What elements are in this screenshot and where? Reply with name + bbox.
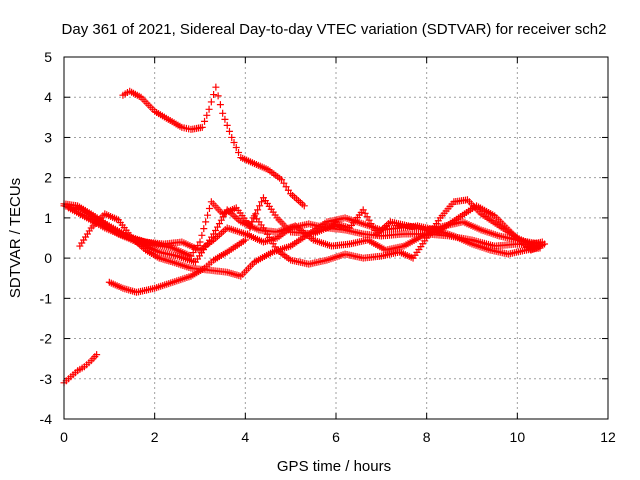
data-point [223,121,231,129]
data-point [241,236,249,244]
data-point [221,115,229,123]
data-point [204,211,212,219]
data-point [207,98,215,106]
x-tick-label: 10 [510,429,526,445]
data-point [203,111,211,119]
data-point [214,92,222,100]
y-tick-label: -2 [40,331,53,347]
series-markers [60,83,549,387]
series-track-7 [65,202,549,266]
x-tick-label: 4 [241,429,249,445]
data-point [284,186,292,194]
data-point [200,225,208,233]
y-tick-label: 3 [44,129,52,145]
data-point [244,230,252,238]
data-point [258,198,266,206]
x-tick-labels: 0 2 4 6 8 10 12 [60,429,616,445]
data-point [228,133,236,141]
x-tick-label: 6 [332,429,340,445]
y-tick-label: 4 [44,89,52,105]
y-tick-label: -1 [40,290,53,306]
data-point [194,242,202,250]
data-point [225,127,233,135]
x-tick-label: 0 [60,429,68,445]
data-point [541,240,549,248]
data-point [212,83,220,91]
grid [63,56,609,420]
data-point [216,101,224,109]
data-point [205,205,213,213]
data-point [210,91,218,99]
data-point [282,183,290,191]
data-point [189,249,197,257]
data-point [198,231,206,239]
y-tick-label: -3 [40,371,53,387]
data-point [280,179,288,187]
data-point [252,210,260,218]
x-axis-label: GPS time / hours [277,458,391,475]
data-point [196,238,204,246]
y-axis-label: SDTVAR / TECUs [7,178,24,298]
data-point [230,138,238,146]
data-point [202,218,210,226]
x-tick-label: 8 [423,429,431,445]
data-point [205,105,213,113]
y-tick-labels: -4 -3 -2 -1 0 1 2 3 4 5 [40,49,53,427]
data-point [248,218,256,226]
data-point [232,144,240,151]
y-tick-label: 0 [44,250,52,266]
data-point [278,176,286,184]
data-point [235,149,243,157]
y-tick-label: 2 [44,170,52,186]
data-point [256,202,264,210]
series-track-2 [119,83,308,210]
chart-title: Day 361 of 2021, Sidereal Day-to-day VTE… [62,21,607,38]
data-point [93,351,101,359]
x-tick-label: 12 [600,429,616,445]
x-tick-label: 2 [151,429,159,445]
series-track-1 [60,351,101,387]
data-point [219,109,227,117]
data-point [254,206,262,214]
plot-frame [63,56,609,420]
y-tick-label: 5 [44,49,52,65]
data-point [198,123,206,131]
data-point [300,202,308,210]
y-tick-label: 1 [44,210,52,226]
data-point [201,117,209,125]
data-point [191,245,199,253]
y-tick-label: -4 [40,411,53,427]
data-point [250,214,258,222]
